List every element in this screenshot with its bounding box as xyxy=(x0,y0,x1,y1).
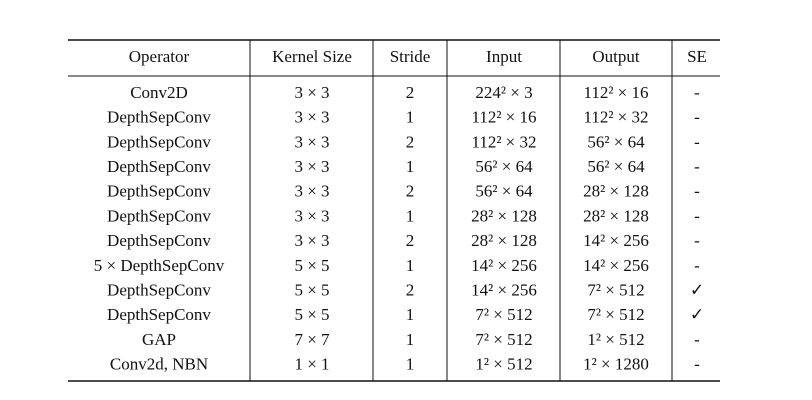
cell: 28² × 128 xyxy=(583,206,649,225)
cell: - xyxy=(694,157,700,176)
cell: 56² × 64 xyxy=(475,157,533,176)
cell: 112² × 16 xyxy=(583,83,648,102)
cell: DepthSepConv xyxy=(107,305,211,324)
header-cell: Input xyxy=(486,47,522,66)
cell: DepthSepConv xyxy=(107,182,211,201)
cell: 28² × 128 xyxy=(471,231,537,250)
cell: 1 xyxy=(406,330,415,349)
cell: - xyxy=(694,330,700,349)
cell: 56² × 64 xyxy=(587,132,645,151)
cell: 7 × 7 xyxy=(294,330,330,349)
cell: Conv2D xyxy=(130,83,188,102)
cell: DepthSepConv xyxy=(107,132,211,151)
cell: 1 xyxy=(406,157,415,176)
cell: 1² × 512 xyxy=(587,330,644,349)
header-cell: Kernel Size xyxy=(272,47,352,66)
cell: 56² × 64 xyxy=(475,182,533,201)
cell: 224² × 3 xyxy=(475,83,532,102)
cell: 1 xyxy=(406,305,415,324)
cell: - xyxy=(694,108,700,127)
cell: 112² × 32 xyxy=(471,132,536,151)
cell: DepthSepConv xyxy=(107,231,211,250)
cell: 2 xyxy=(406,83,415,102)
cell: 56² × 64 xyxy=(587,157,645,176)
cell: - xyxy=(694,206,700,225)
cell: 28² × 128 xyxy=(471,206,537,225)
cell: 1 xyxy=(406,355,415,374)
cell: 7² × 512 xyxy=(587,305,644,324)
cell: 112² × 32 xyxy=(583,108,648,127)
cell: 5 × DepthSepConv xyxy=(94,256,225,275)
cell: 2 xyxy=(406,281,415,300)
cell: GAP xyxy=(142,330,176,349)
cell: 14² × 256 xyxy=(583,256,649,275)
cell: 5 × 5 xyxy=(294,305,329,324)
cell: - xyxy=(694,132,700,151)
cell: 14² × 256 xyxy=(583,231,649,250)
cell: 7² × 512 xyxy=(475,305,532,324)
cell: 3 × 3 xyxy=(294,231,329,250)
cell: 3 × 3 xyxy=(294,132,329,151)
cell: 28² × 128 xyxy=(583,182,649,201)
cell: 1 xyxy=(406,108,415,127)
cell: DepthSepConv xyxy=(107,108,211,127)
cell: Conv2d, NBN xyxy=(110,355,208,374)
cell: 14² × 256 xyxy=(471,256,537,275)
cell: 1 × 1 xyxy=(294,355,329,374)
cell: - xyxy=(694,231,700,250)
cell: 2 xyxy=(406,182,415,201)
cell: - xyxy=(694,83,700,102)
cell: DepthSepConv xyxy=(107,281,211,300)
header-cell: SE xyxy=(687,47,707,66)
cell: - xyxy=(694,256,700,275)
cell: 3 × 3 xyxy=(294,83,329,102)
cell: ✓ xyxy=(690,305,704,324)
cell: 2 xyxy=(406,231,415,250)
cell: - xyxy=(694,182,700,201)
cell: 3 × 3 xyxy=(294,182,329,201)
cell: 7² × 512 xyxy=(475,330,532,349)
cell: 7² × 512 xyxy=(587,281,644,300)
cell: - xyxy=(694,355,700,374)
cell: 5 × 5 xyxy=(294,256,329,275)
cell: 1² × 512 xyxy=(475,355,532,374)
cell: 3 × 3 xyxy=(294,157,329,176)
cell: 1² × 1280 xyxy=(583,355,649,374)
cell: 5 × 5 xyxy=(294,281,329,300)
cell: 2 xyxy=(406,132,415,151)
cell: DepthSepConv xyxy=(107,206,211,225)
cell: 1 xyxy=(406,206,415,225)
cell: 3 × 3 xyxy=(294,108,329,127)
cell: 14² × 256 xyxy=(471,281,537,300)
header-cell: Operator xyxy=(129,47,190,66)
cell: ✓ xyxy=(690,281,704,300)
cell: DepthSepConv xyxy=(107,157,211,176)
header-cell: Stride xyxy=(390,47,431,66)
cell: 1 xyxy=(406,256,415,275)
header-cell: Output xyxy=(592,47,640,66)
cell: 112² × 16 xyxy=(471,108,536,127)
cell: 3 × 3 xyxy=(294,206,329,225)
